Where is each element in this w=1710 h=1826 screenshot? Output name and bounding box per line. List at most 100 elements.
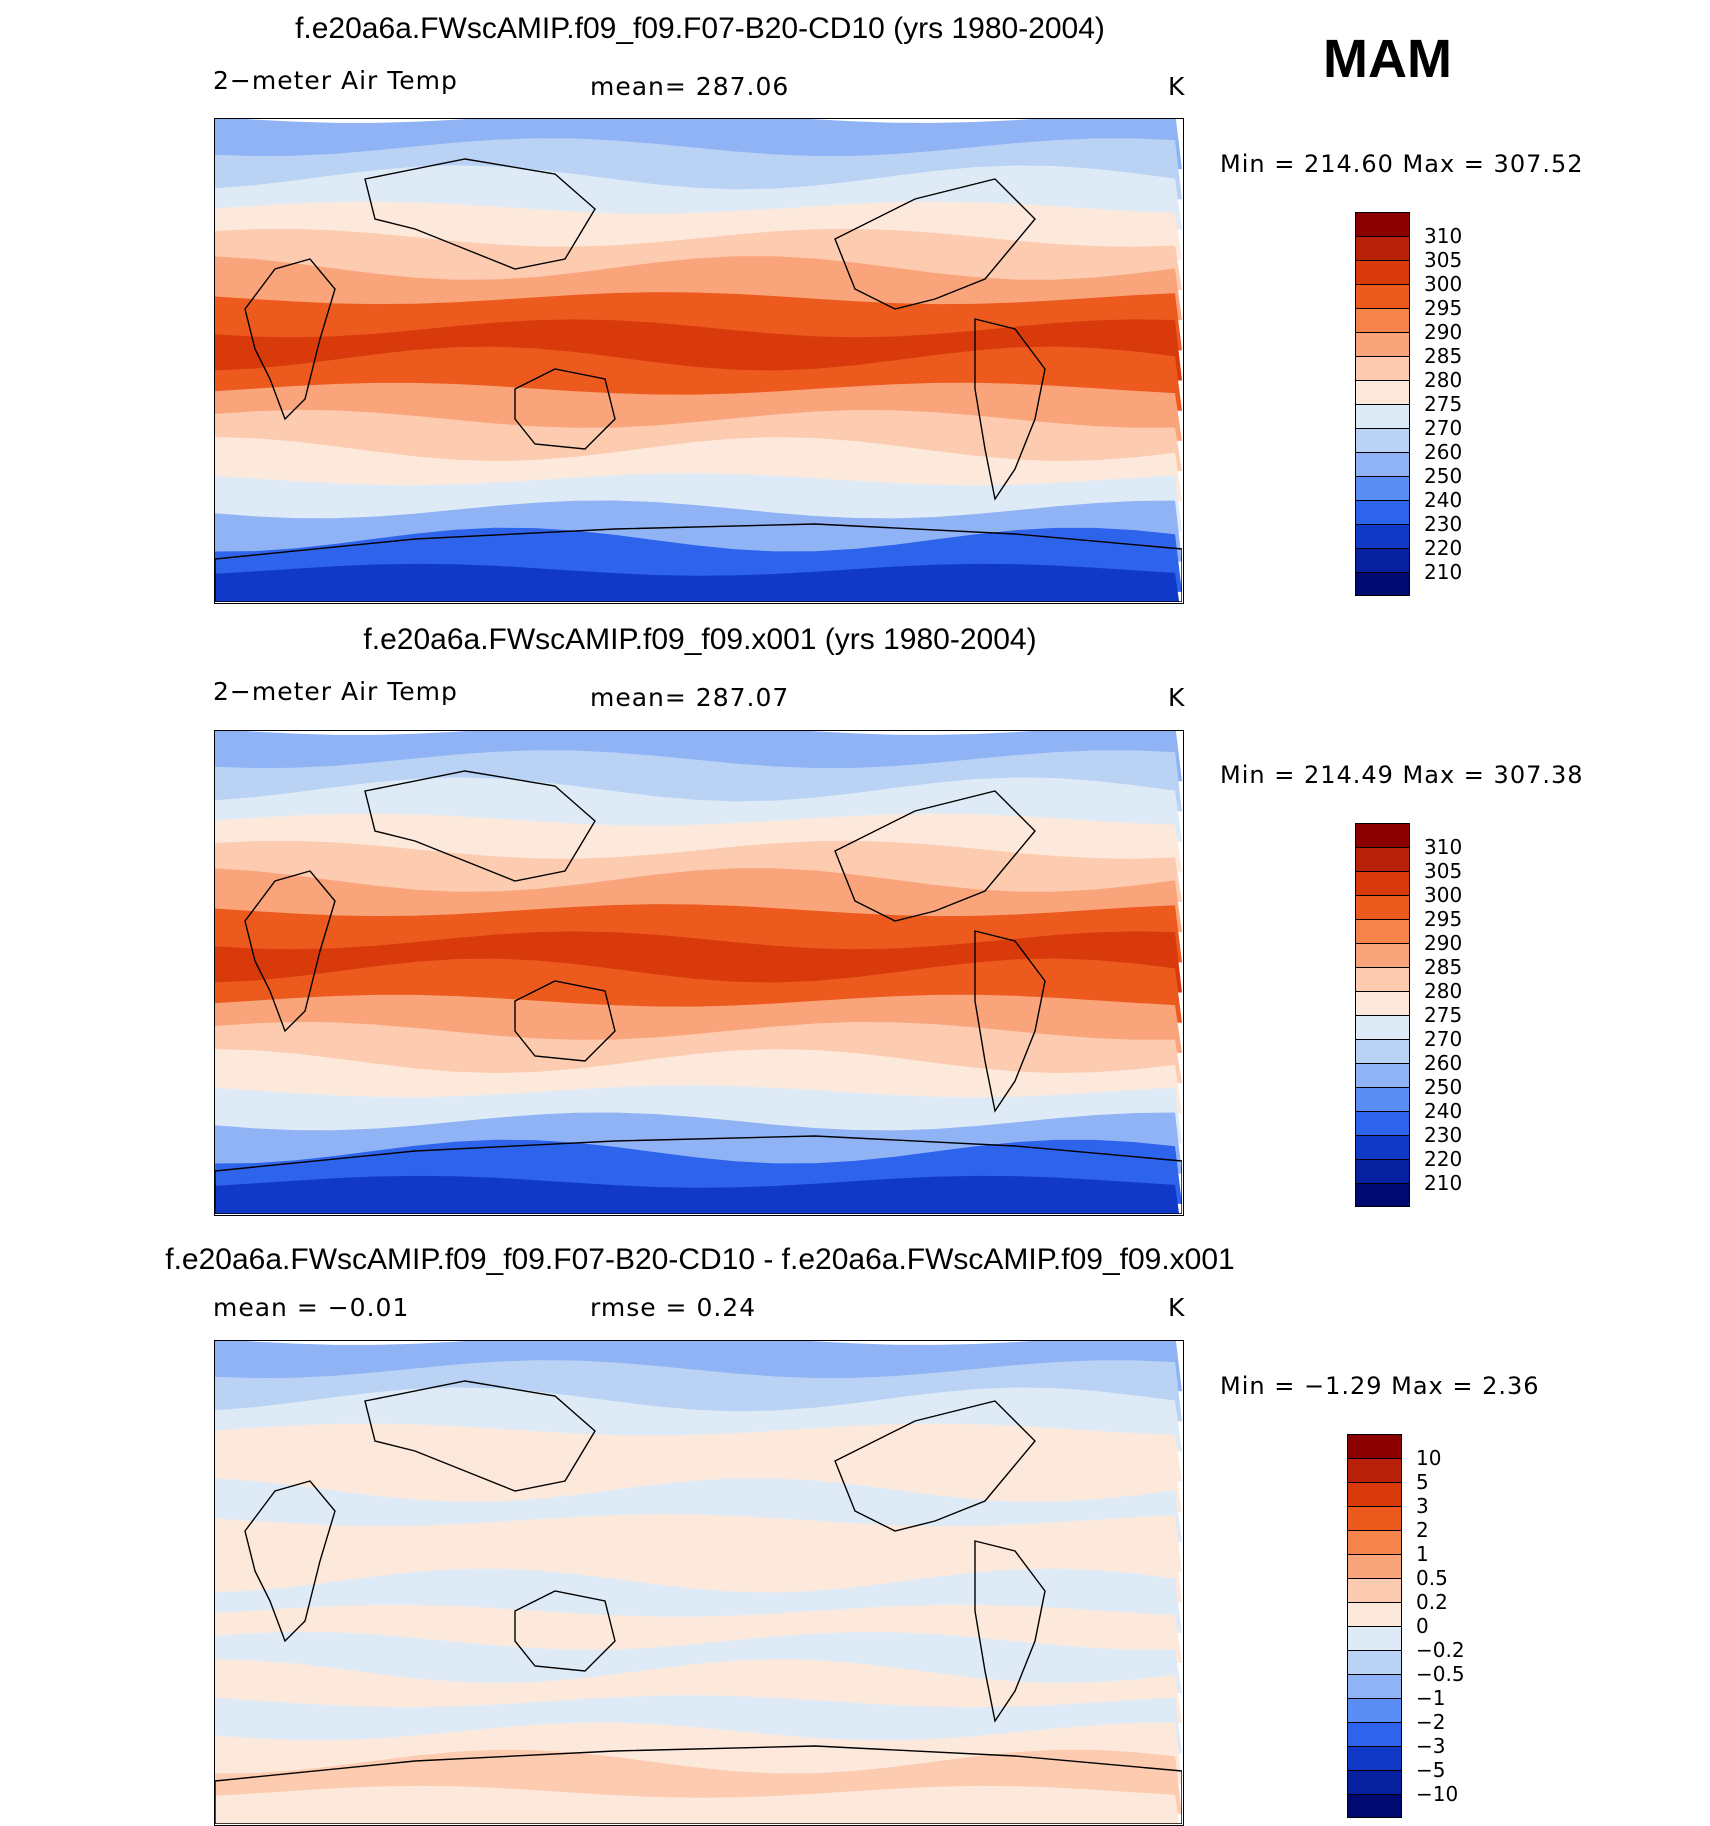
colorbar-label: 1 [1416, 1542, 1429, 1566]
coastline [364, 1380, 596, 1492]
panel3-units: K [1168, 1293, 1186, 1322]
colorbar-swatch [1347, 1554, 1402, 1578]
colorbar-swatch [1347, 1746, 1402, 1770]
colorbar-label: −5 [1416, 1758, 1446, 1782]
coastline [514, 368, 616, 450]
colorbar-swatch [1347, 1530, 1402, 1554]
colorbar-swatch [1347, 1602, 1402, 1626]
colorbar-swatch [1347, 1626, 1402, 1650]
colorbar-swatch [1355, 1063, 1410, 1087]
colorbar-label: 250 [1424, 464, 1463, 488]
panel3-map-field [215, 1341, 1182, 1824]
colorbar-label: −10 [1416, 1782, 1459, 1806]
colorbar-label: 295 [1424, 907, 1463, 931]
coastline [364, 770, 596, 882]
colorbar-label: 230 [1424, 1123, 1463, 1147]
panel1-minmax: Min = 214.60 Max = 307.52 [1220, 150, 1584, 178]
colorbar-label: 290 [1424, 320, 1463, 344]
colorbar-frame [1355, 212, 1410, 596]
colorbar-label: 280 [1424, 979, 1463, 1003]
colorbar-swatch [1355, 332, 1410, 356]
map-contour-band [215, 1785, 1180, 1824]
colorbar-label: 270 [1424, 416, 1463, 440]
panel2-mean-label: mean= 287.07 [590, 683, 790, 712]
panel1-colorbar: 310 305 300 295 290 285 280 275 270 260 250 240 230 2… [1355, 212, 1555, 596]
colorbar-swatch [1355, 967, 1410, 991]
colorbar-label: 275 [1424, 1003, 1463, 1027]
colorbar-label: 2 [1416, 1518, 1429, 1542]
colorbar-label: 3 [1416, 1494, 1429, 1518]
colorbar-frame [1355, 823, 1410, 1207]
colorbar-swatch [1355, 871, 1410, 895]
colorbar-swatch [1347, 1650, 1402, 1674]
panel3-minmax: Min = −1.29 Max = 2.36 [1220, 1372, 1540, 1400]
colorbar-swatch [1355, 428, 1410, 452]
panel3-mean-label: mean = −0.01 [213, 1293, 410, 1322]
colorbar-swatch [1355, 943, 1410, 967]
colorbar-swatch [1347, 1458, 1402, 1482]
colorbar-swatch [1355, 1159, 1410, 1183]
coastline [834, 178, 1036, 310]
colorbar-swatch [1355, 500, 1410, 524]
colorbar-swatch [1355, 308, 1410, 332]
panel3-colorbar: 10 5 3 2 1 0.5 0.2 0 −0.2 −0.5 −1 −2 −3 −5 −10 [1347, 1434, 1557, 1818]
colorbar-swatch [1355, 524, 1410, 548]
colorbar-swatch [1355, 476, 1410, 500]
map-contour-band [215, 1175, 1180, 1214]
colorbar-label: 285 [1424, 344, 1463, 368]
colorbar-swatch [1355, 1015, 1410, 1039]
colorbar-label: 0 [1416, 1614, 1429, 1638]
panel3-rmse-label: rmse = 0.24 [590, 1293, 757, 1322]
panel1-map-field [215, 119, 1182, 602]
colorbar-label: −0.5 [1416, 1662, 1465, 1686]
coastline [244, 870, 336, 1033]
colorbar-swatch [1355, 236, 1410, 260]
colorbar-label: 295 [1424, 296, 1463, 320]
colorbar-label: 220 [1424, 536, 1463, 560]
coastline [364, 158, 596, 270]
colorbar-swatch [1355, 380, 1410, 404]
colorbar-label: −2 [1416, 1710, 1446, 1734]
colorbar-frame [1347, 1434, 1402, 1818]
panel2-title: f.e20a6a.FWscAMIP.f09_f09.x001 (yrs 1980… [363, 623, 1037, 656]
colorbar-swatch [1355, 356, 1410, 380]
colorbar-label: 310 [1424, 224, 1463, 248]
colorbar-label: 300 [1424, 883, 1463, 907]
colorbar-label: 210 [1424, 1171, 1463, 1195]
season-label: MAM [1323, 29, 1452, 89]
colorbar-swatch [1355, 572, 1410, 596]
panel2-map [214, 730, 1184, 1216]
coastline [974, 930, 1046, 1113]
panel1-units: K [1168, 72, 1186, 101]
colorbar-label: 260 [1424, 440, 1463, 464]
panel3-title: f.e20a6a.FWscAMIP.f09_f09.F07-B20-CD10 -… [165, 1243, 1235, 1276]
colorbar-label: 250 [1424, 1075, 1463, 1099]
colorbar-label: 0.5 [1416, 1566, 1448, 1590]
colorbar-swatch [1355, 919, 1410, 943]
colorbar-label: 210 [1424, 560, 1463, 584]
panel2-colorbar: 310 305 300 295 290 285 280 275 270 260 250 240 230 2… [1355, 823, 1555, 1207]
colorbar-swatch [1355, 991, 1410, 1015]
coastline [215, 1745, 1182, 1824]
colorbar-label: −1 [1416, 1686, 1446, 1710]
panel3-map [214, 1340, 1184, 1826]
colorbar-label: 240 [1424, 1099, 1463, 1123]
panel1-mean-label: mean= 287.06 [590, 72, 790, 101]
panel2-variable-label: 2−meter Air Temp [213, 677, 458, 706]
colorbar-swatch [1355, 847, 1410, 871]
colorbar-swatch [1355, 823, 1410, 847]
colorbar-label: 240 [1424, 488, 1463, 512]
colorbar-swatch [1355, 260, 1410, 284]
colorbar-swatch [1347, 1482, 1402, 1506]
colorbar-swatch [1355, 1135, 1410, 1159]
colorbar-label: 10 [1416, 1446, 1442, 1470]
colorbar-label: 275 [1424, 392, 1463, 416]
colorbar-swatch [1355, 1087, 1410, 1111]
coastline [834, 790, 1036, 922]
colorbar-label: 305 [1424, 248, 1463, 272]
panel1-map [214, 118, 1184, 604]
colorbar-swatch [1355, 284, 1410, 308]
colorbar-swatch [1355, 404, 1410, 428]
colorbar-label: 290 [1424, 931, 1463, 955]
colorbar-label: 305 [1424, 859, 1463, 883]
